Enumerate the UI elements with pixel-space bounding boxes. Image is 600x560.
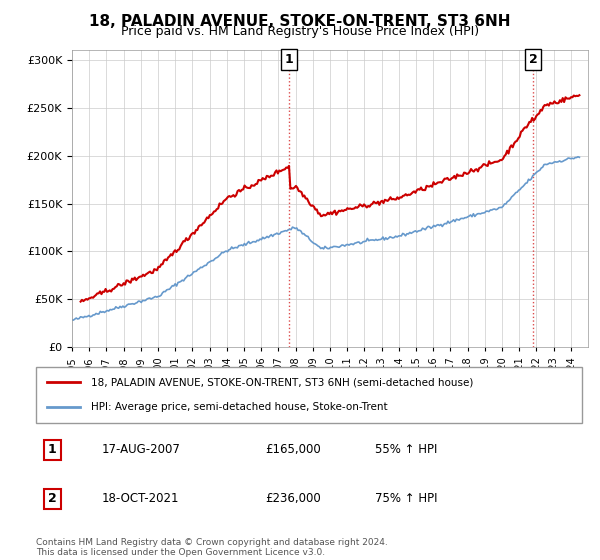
FancyBboxPatch shape bbox=[36, 367, 582, 423]
Text: 2: 2 bbox=[529, 53, 538, 66]
Text: 18, PALADIN AVENUE, STOKE-ON-TRENT, ST3 6NH: 18, PALADIN AVENUE, STOKE-ON-TRENT, ST3 … bbox=[89, 14, 511, 29]
Text: 18-OCT-2021: 18-OCT-2021 bbox=[101, 492, 179, 506]
Text: 18, PALADIN AVENUE, STOKE-ON-TRENT, ST3 6NH (semi-detached house): 18, PALADIN AVENUE, STOKE-ON-TRENT, ST3 … bbox=[91, 377, 473, 388]
Text: 17-AUG-2007: 17-AUG-2007 bbox=[101, 444, 181, 456]
Text: 1: 1 bbox=[48, 444, 57, 456]
Text: £165,000: £165,000 bbox=[265, 444, 321, 456]
Text: 2: 2 bbox=[48, 492, 57, 506]
Text: HPI: Average price, semi-detached house, Stoke-on-Trent: HPI: Average price, semi-detached house,… bbox=[91, 402, 387, 412]
Text: Price paid vs. HM Land Registry's House Price Index (HPI): Price paid vs. HM Land Registry's House … bbox=[121, 25, 479, 38]
Text: 75% ↑ HPI: 75% ↑ HPI bbox=[374, 492, 437, 506]
Text: Contains HM Land Registry data © Crown copyright and database right 2024.
This d: Contains HM Land Registry data © Crown c… bbox=[36, 538, 388, 557]
Text: 1: 1 bbox=[285, 53, 293, 66]
Text: £236,000: £236,000 bbox=[265, 492, 321, 506]
Text: 55% ↑ HPI: 55% ↑ HPI bbox=[374, 444, 437, 456]
